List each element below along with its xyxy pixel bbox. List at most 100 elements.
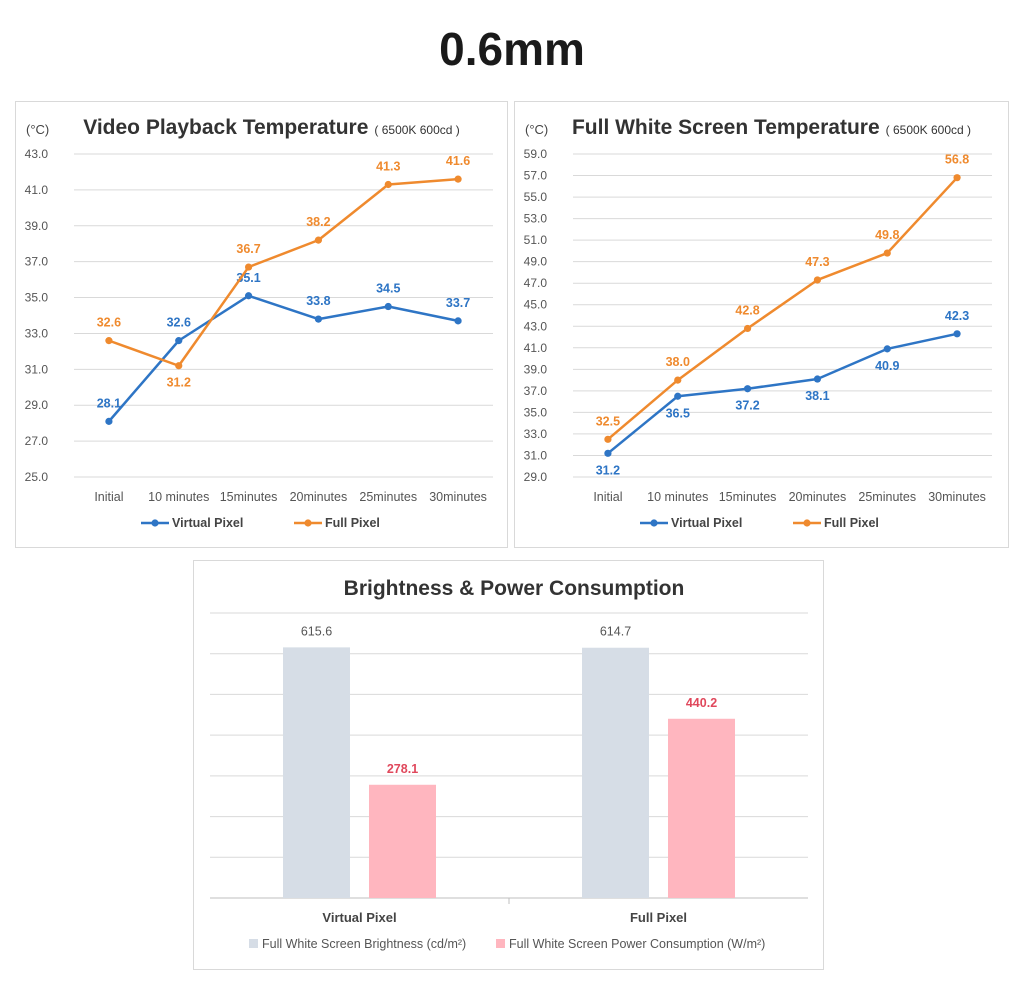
y-tick-label: 51.0 bbox=[524, 233, 548, 247]
legend-label-full-pixel: Full Pixel bbox=[824, 516, 879, 530]
data-point-full-pixel bbox=[743, 324, 752, 333]
chart-title: Brightness & Power Consumption bbox=[344, 577, 685, 600]
data-label-virtual-pixel: 34.5 bbox=[376, 282, 400, 296]
chart-panel-video-playback: Video Playback Temperature( 6500K 600cd … bbox=[15, 101, 508, 548]
data-label-full-white-screen-power-consumption-w-m: 278.1 bbox=[387, 762, 418, 776]
y-tick-label: 25.0 bbox=[25, 470, 49, 484]
data-label-full-pixel: 49.8 bbox=[875, 228, 899, 242]
chart-panel-full-white: Full White Screen Temperature( 6500K 600… bbox=[514, 101, 1009, 548]
legend-label-full-white-screen-brightness-cd-m: Full White Screen Brightness (cd/m²) bbox=[262, 937, 466, 951]
bar-full-white-screen-brightness-cd-m bbox=[582, 647, 649, 898]
data-label-virtual-pixel: 33.8 bbox=[306, 294, 330, 308]
data-label-full-pixel: 36.7 bbox=[236, 242, 260, 256]
data-label-full-pixel: 31.2 bbox=[167, 376, 191, 390]
y-tick-label: 33.0 bbox=[524, 427, 548, 441]
y-tick-label: 43.0 bbox=[25, 147, 49, 161]
data-point-full-pixel bbox=[314, 236, 323, 244]
data-label-full-pixel: 41.3 bbox=[376, 160, 400, 174]
data-point-virtual-pixel bbox=[454, 317, 462, 325]
data-point-virtual-pixel bbox=[813, 375, 822, 383]
x-tick-label: 30minutes bbox=[928, 490, 986, 504]
data-label-full-pixel: 41.6 bbox=[446, 154, 470, 168]
data-point-full-pixel bbox=[813, 276, 822, 284]
legend-marker-full-pixel bbox=[803, 519, 811, 527]
y-tick-label: 43.0 bbox=[524, 319, 548, 333]
data-point-virtual-pixel bbox=[674, 392, 682, 400]
data-point-full-pixel bbox=[454, 175, 462, 183]
y-tick-label: 37.0 bbox=[524, 384, 548, 398]
data-label-full-pixel: 32.5 bbox=[596, 414, 620, 428]
x-tick-label: 15minutes bbox=[220, 490, 278, 504]
x-tick-label: 30minutes bbox=[429, 490, 487, 504]
data-point-virtual-pixel bbox=[105, 417, 113, 425]
legend-marker-virtual-pixel bbox=[650, 519, 658, 527]
x-tick-label: 20minutes bbox=[290, 490, 348, 504]
y-tick-label: 47.0 bbox=[524, 276, 548, 290]
data-point-full-pixel bbox=[674, 376, 682, 384]
x-tick-label: 25minutes bbox=[359, 490, 417, 504]
series-line-full-pixel bbox=[607, 176, 959, 441]
data-label-full-white-screen-brightness-cd-m: 614.7 bbox=[600, 625, 631, 639]
data-label-full-pixel: 42.8 bbox=[735, 303, 759, 317]
data-label-full-pixel: 38.2 bbox=[306, 215, 330, 229]
legend-swatch-full-white-screen-brightness-cd-m bbox=[249, 939, 258, 948]
chart-title: Full White Screen Temperature( 6500K 600… bbox=[572, 116, 971, 139]
data-point-virtual-pixel bbox=[743, 385, 752, 393]
x-tick-label: 10 minutes bbox=[148, 490, 209, 504]
x-tick-label: Full Pixel bbox=[630, 910, 687, 925]
data-point-full-pixel bbox=[953, 174, 961, 182]
page-title: 0.6mm bbox=[439, 23, 585, 75]
full-white-screen-temperature-chart: Full White Screen Temperature( 6500K 600… bbox=[524, 116, 992, 530]
data-label-full-white-screen-power-consumption-w-m: 440.2 bbox=[686, 696, 717, 710]
y-axis-unit-label: (°C) bbox=[26, 122, 49, 137]
data-point-virtual-pixel bbox=[244, 292, 253, 300]
y-tick-label: 45.0 bbox=[524, 298, 548, 312]
data-label-full-pixel: 32.6 bbox=[97, 316, 121, 330]
series-line-virtual-pixel bbox=[107, 294, 459, 423]
y-tick-label: 35.0 bbox=[524, 405, 548, 419]
y-tick-label: 59.0 bbox=[524, 147, 548, 161]
x-tick-label: 25minutes bbox=[858, 490, 916, 504]
y-tick-label: 55.0 bbox=[524, 190, 548, 204]
video-playback-temperature-chart: Video Playback Temperature( 6500K 600cd … bbox=[25, 116, 493, 530]
y-axis-unit-label: (°C) bbox=[525, 122, 548, 137]
legend-label-full-pixel: Full Pixel bbox=[325, 516, 380, 530]
data-point-virtual-pixel bbox=[175, 337, 183, 345]
legend-swatch-full-white-screen-power-consumption-w-m bbox=[496, 939, 505, 948]
data-point-virtual-pixel bbox=[883, 345, 891, 353]
y-tick-label: 39.0 bbox=[524, 362, 548, 376]
y-tick-label: 57.0 bbox=[524, 169, 548, 183]
y-tick-label: 41.0 bbox=[25, 183, 49, 197]
data-point-full-pixel bbox=[105, 337, 113, 345]
data-label-virtual-pixel: 31.2 bbox=[596, 463, 620, 477]
data-label-full-pixel: 47.3 bbox=[805, 255, 829, 269]
brightness-power-chart: Brightness & Power Consumption Virtual Pi… bbox=[210, 577, 808, 951]
bar-full-white-screen-brightness-cd-m bbox=[283, 647, 350, 898]
y-tick-label: 35.0 bbox=[25, 291, 49, 305]
data-label-virtual-pixel: 36.5 bbox=[666, 406, 690, 420]
data-label-virtual-pixel: 28.1 bbox=[97, 396, 121, 410]
y-tick-label: 27.0 bbox=[25, 434, 49, 448]
bar-full-white-screen-power-consumption-w-m bbox=[369, 784, 436, 898]
y-tick-label: 49.0 bbox=[524, 255, 548, 269]
chart-title: Video Playback Temperature( 6500K 600cd … bbox=[83, 116, 460, 139]
y-tick-label: 31.0 bbox=[524, 448, 548, 462]
y-tick-label: 31.0 bbox=[25, 362, 49, 376]
data-point-virtual-pixel bbox=[953, 330, 961, 338]
data-point-virtual-pixel bbox=[314, 315, 323, 323]
data-point-virtual-pixel bbox=[604, 449, 612, 457]
data-label-virtual-pixel: 32.6 bbox=[167, 316, 191, 330]
data-label-virtual-pixel: 42.3 bbox=[945, 309, 969, 323]
bar-full-white-screen-power-consumption-w-m bbox=[668, 718, 735, 898]
x-tick-label: Initial bbox=[593, 490, 622, 504]
data-label-full-pixel: 38.0 bbox=[666, 355, 690, 369]
data-label-virtual-pixel: 37.2 bbox=[735, 399, 759, 413]
legend-label-full-white-screen-power-consumption-w-m: Full White Screen Power Consumption (W/m… bbox=[509, 937, 765, 951]
data-point-full-pixel bbox=[175, 362, 183, 370]
y-tick-label: 53.0 bbox=[524, 212, 548, 226]
y-tick-label: 37.0 bbox=[25, 255, 49, 269]
data-point-virtual-pixel bbox=[384, 302, 392, 311]
legend-label-virtual-pixel: Virtual Pixel bbox=[172, 516, 243, 530]
data-point-full-pixel bbox=[384, 180, 392, 189]
data-label-full-white-screen-brightness-cd-m: 615.6 bbox=[301, 624, 332, 638]
